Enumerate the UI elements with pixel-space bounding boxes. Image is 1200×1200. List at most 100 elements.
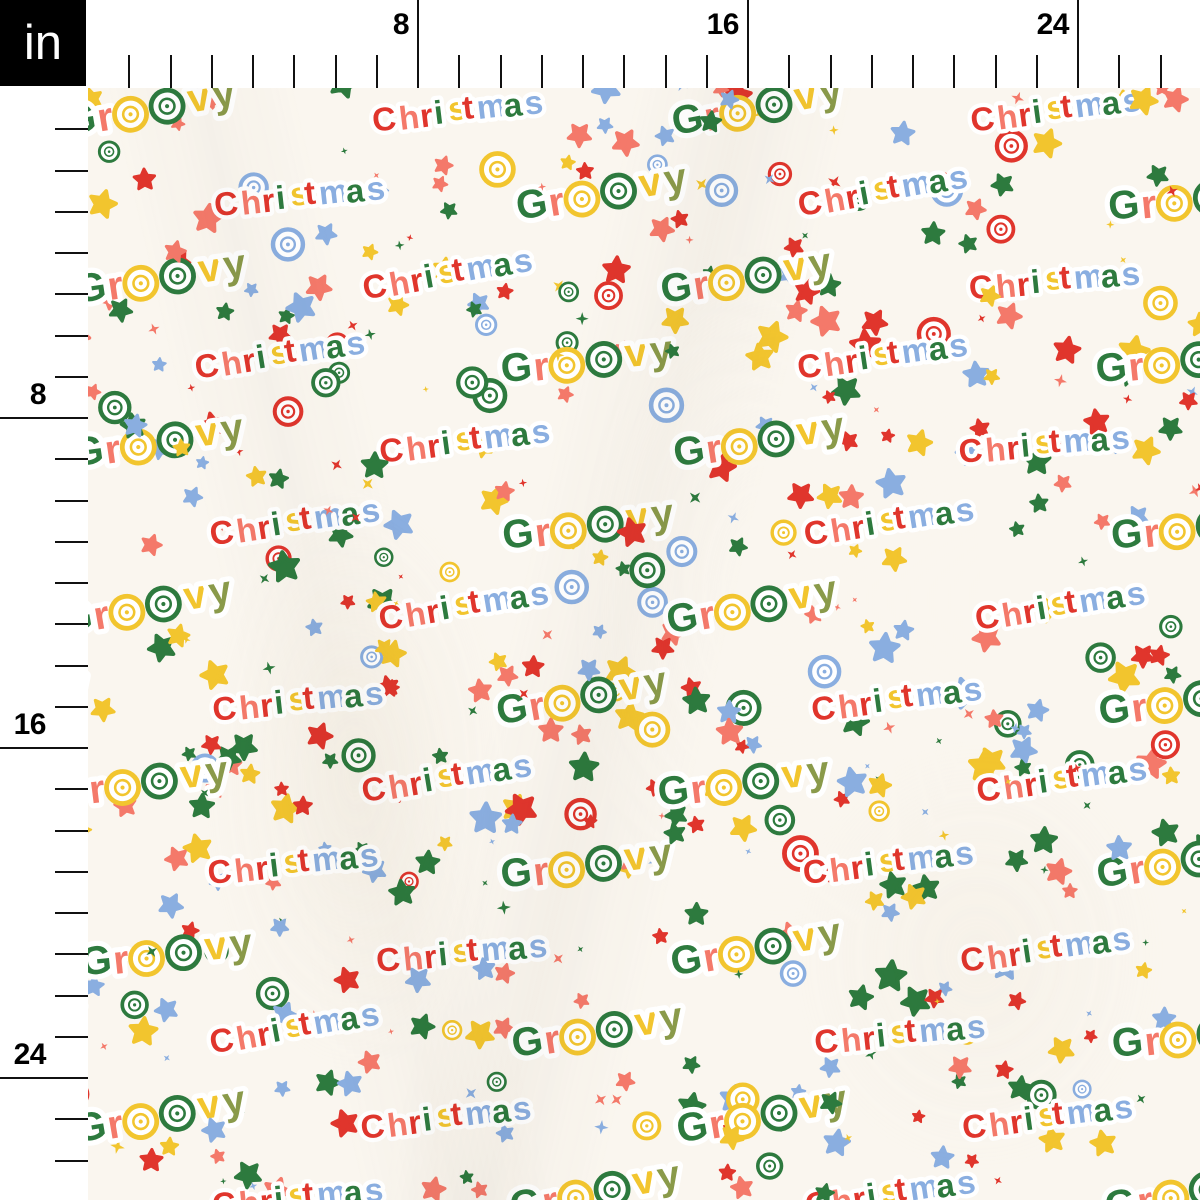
svg-text:C: C [209,514,238,554]
svg-text:h: h [984,430,1008,469]
svg-text:C: C [210,1184,238,1200]
svg-text:m: m [900,164,936,206]
svg-text:G: G [666,596,704,645]
svg-text:m: m [481,415,515,456]
svg-text:s: s [288,681,310,720]
svg-text:C: C [957,431,984,470]
svg-text:r: r [535,512,556,558]
svg-text:i: i [1021,428,1034,466]
svg-text:s: s [522,88,545,122]
ruler-minor-tick-v [55,912,88,914]
svg-text:s: s [288,174,310,213]
svg-text:s: s [1043,259,1065,298]
svg-text:h: h [237,688,261,727]
svg-text:i: i [434,95,448,133]
svg-text:C: C [370,99,398,139]
svg-text:h: h [986,432,1010,471]
svg-text:C: C [192,345,221,385]
ruler-minor-tick-h [252,55,254,88]
svg-text:v: v [622,330,650,376]
svg-text:G: G [88,596,98,645]
svg-text:r: r [690,263,712,309]
unit-badge[interactable]: in [0,0,86,86]
svg-text:G: G [513,180,551,228]
svg-text:G: G [1109,511,1145,558]
svg-text:a: a [1099,256,1122,295]
svg-text:m: m [465,248,501,290]
svg-text:s: s [870,334,894,373]
svg-text:r: r [102,427,124,473]
ruler-minor-tick-v [55,540,88,543]
svg-text:r: r [239,341,258,380]
svg-text:r: r [1139,182,1159,227]
svg-text:C: C [212,184,240,223]
svg-text:r: r [545,179,568,225]
svg-text:m: m [907,496,942,537]
ruler-minor-tick-h [375,55,378,88]
ruler-minor-tick-h [705,55,708,88]
svg-text:h: h [239,689,263,728]
ruler-label-h-24: 24 [1036,8,1070,41]
svg-text:C: C [959,433,986,472]
svg-text:G: G [655,767,691,814]
svg-text:i: i [1029,263,1042,301]
ruler-minor-tick-v [55,623,88,626]
svg-text:m: m [1074,258,1107,298]
ruler-minor-tick-h [829,55,832,88]
ruler-minor-tick-h [334,55,337,88]
ruler-minor-tick-v [55,458,88,461]
ruler-minor-tick-h [458,55,461,88]
svg-text:s: s [1045,261,1067,300]
svg-text:r: r [425,427,443,465]
svg-text:s: s [453,419,476,458]
svg-text:G: G [88,266,112,314]
svg-text:s: s [285,501,309,540]
svg-text:C: C [968,99,997,139]
svg-text:a: a [344,171,367,210]
svg-text:i: i [274,178,287,216]
svg-text:C: C [210,689,238,728]
ruler-minor-tick-v [55,870,88,873]
svg-text:m: m [480,578,515,619]
svg-text:r: r [1005,429,1021,467]
ruler-minor-tick-v [55,953,88,956]
svg-text:t: t [1060,89,1076,127]
ruler-minor-tick-h [1118,55,1121,88]
svg-text:G: G [1109,184,1144,231]
svg-text:s: s [965,1007,987,1046]
svg-text:G: G [515,182,553,230]
svg-text:r: r [94,95,117,141]
svg-text:m: m [296,328,331,369]
svg-text:m: m [311,495,346,536]
svg-text:t: t [460,88,475,126]
svg-text:C: C [797,348,826,388]
ruler-label-h-8: 8 [392,8,410,41]
svg-text:r: r [703,426,725,472]
svg-text:G: G [1096,347,1132,394]
svg-text:s: s [1046,90,1069,129]
svg-text:i: i [432,93,446,131]
svg-text:s: s [448,91,471,130]
svg-text:m: m [1076,578,1111,619]
svg-text:G: G [1093,344,1129,391]
svg-text:G: G [657,264,695,312]
svg-text:t: t [462,90,477,128]
svg-text:C: C [795,346,824,386]
svg-text:C: C [205,852,233,892]
svg-text:r: r [257,510,276,549]
ruler-minor-tick-h [953,55,956,88]
ruler-minor-tick-v [55,334,88,337]
ruler-major-tick-h [747,0,749,88]
ruler-minor-tick-v [55,375,88,378]
svg-text:r: r [1141,511,1161,556]
ruler-minor-tick-v [55,1118,88,1121]
svg-text:C: C [214,186,242,225]
ruler-minor-tick-h [912,55,914,88]
svg-text:m: m [1072,88,1106,125]
svg-text:r: r [427,428,445,466]
svg-text:s: s [364,169,386,208]
svg-text:s: s [1033,422,1055,461]
svg-text:m: m [319,173,352,213]
svg-text:t: t [302,174,317,212]
